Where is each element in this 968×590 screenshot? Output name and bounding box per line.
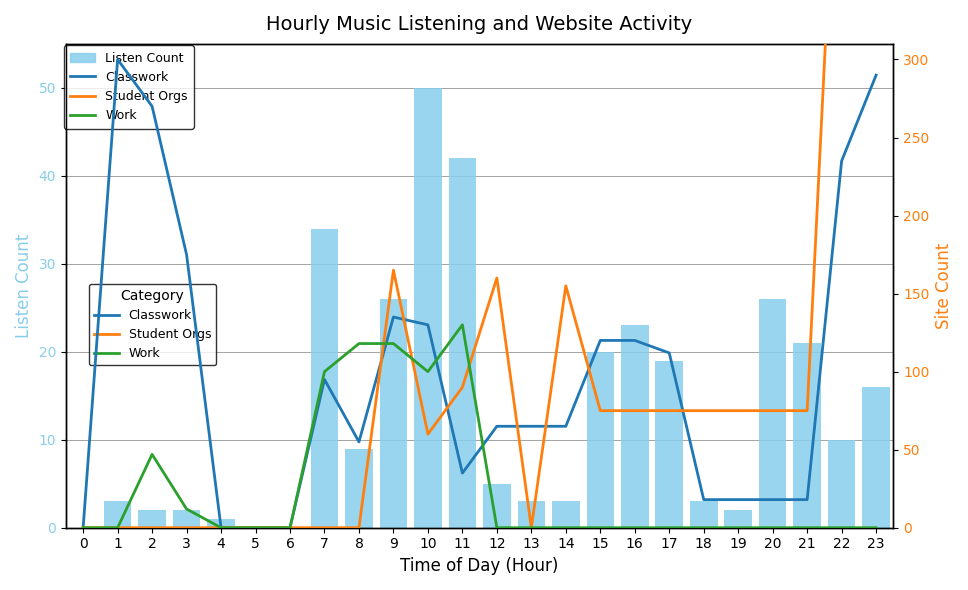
Y-axis label: Site Count: Site Count: [935, 242, 953, 329]
Bar: [828, 440, 856, 527]
Bar: [138, 510, 166, 527]
Bar: [448, 158, 476, 527]
Bar: [794, 343, 821, 527]
Bar: [311, 229, 338, 527]
Y-axis label: Listen Count: Listen Count: [15, 234, 33, 338]
Bar: [379, 299, 408, 527]
Bar: [346, 448, 373, 527]
Bar: [483, 484, 511, 527]
Bar: [759, 299, 786, 527]
Bar: [587, 352, 614, 527]
Bar: [724, 510, 752, 527]
Bar: [414, 88, 441, 527]
Bar: [621, 326, 649, 527]
Bar: [862, 387, 890, 527]
Bar: [690, 502, 717, 527]
X-axis label: Time of Day (Hour): Time of Day (Hour): [401, 557, 559, 575]
Bar: [655, 360, 683, 527]
Title: Hourly Music Listening and Website Activity: Hourly Music Listening and Website Activ…: [266, 15, 693, 34]
Bar: [104, 502, 132, 527]
Bar: [172, 510, 200, 527]
Bar: [518, 502, 545, 527]
Bar: [207, 519, 235, 527]
Legend: Classwork, Student Orgs, Work: Classwork, Student Orgs, Work: [89, 284, 216, 365]
Bar: [552, 502, 580, 527]
